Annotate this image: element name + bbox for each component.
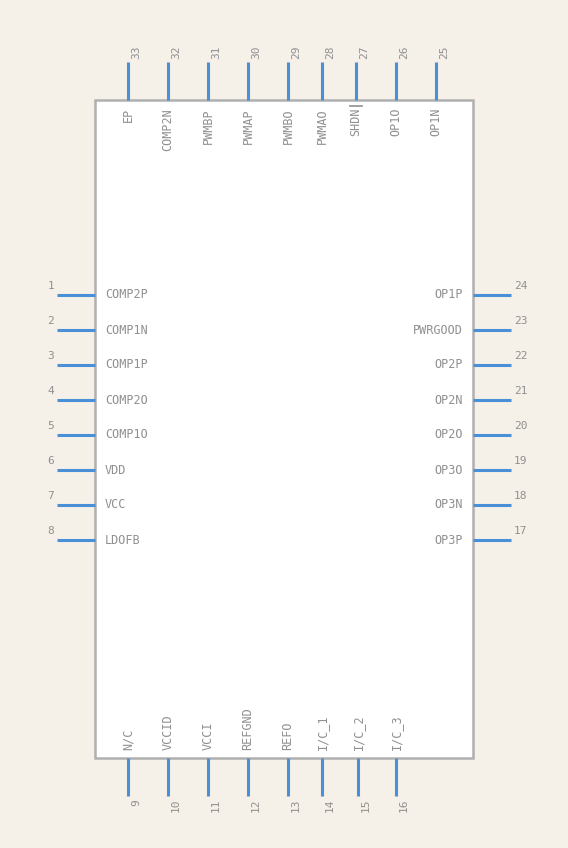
Text: EP: EP: [122, 108, 135, 122]
Text: 18: 18: [514, 491, 528, 501]
Text: 30: 30: [251, 46, 261, 59]
Text: LDOFB: LDOFB: [105, 533, 141, 546]
Text: OP1N: OP1N: [429, 108, 442, 137]
Bar: [95, 100, 473, 758]
Text: VDD: VDD: [105, 464, 126, 477]
Text: OP3O: OP3O: [435, 464, 463, 477]
Text: PWRGOOD: PWRGOOD: [413, 323, 463, 337]
Text: OP2O: OP2O: [435, 428, 463, 442]
Text: 29: 29: [291, 46, 301, 59]
Text: 27: 27: [359, 46, 369, 59]
Text: 3: 3: [47, 351, 54, 361]
Text: 15: 15: [361, 799, 371, 812]
Text: 17: 17: [514, 526, 528, 536]
Text: 25: 25: [439, 46, 449, 59]
Text: N/C: N/C: [122, 728, 135, 750]
Text: 13: 13: [291, 799, 301, 812]
Text: 6: 6: [47, 456, 54, 466]
Text: SHDN: SHDN: [349, 108, 362, 137]
Text: 28: 28: [325, 46, 335, 59]
Text: REFGND: REFGND: [241, 707, 254, 750]
Text: REFO: REFO: [282, 722, 294, 750]
Text: OP2N: OP2N: [435, 393, 463, 406]
Text: 5: 5: [47, 421, 54, 431]
Text: COMP2O: COMP2O: [105, 393, 148, 406]
Text: 8: 8: [47, 526, 54, 536]
Text: COMP2P: COMP2P: [105, 288, 148, 302]
Text: OP2P: OP2P: [435, 359, 463, 371]
Text: 10: 10: [171, 799, 181, 812]
Text: 9: 9: [131, 799, 141, 806]
Text: I/C_1: I/C_1: [315, 714, 328, 750]
Text: 1: 1: [47, 281, 54, 291]
Text: 7: 7: [47, 491, 54, 501]
Text: PWMAP: PWMAP: [241, 108, 254, 143]
Text: 20: 20: [514, 421, 528, 431]
Text: 4: 4: [47, 386, 54, 396]
Text: PWMBP: PWMBP: [202, 108, 215, 143]
Text: COMP1O: COMP1O: [105, 428, 148, 442]
Text: OP3P: OP3P: [435, 533, 463, 546]
Text: COMP1N: COMP1N: [105, 323, 148, 337]
Text: VCCI: VCCI: [202, 722, 215, 750]
Text: 22: 22: [514, 351, 528, 361]
Text: VCC: VCC: [105, 499, 126, 511]
Text: 31: 31: [211, 46, 221, 59]
Text: 16: 16: [399, 799, 409, 812]
Text: 12: 12: [251, 799, 261, 812]
Text: VCCID: VCCID: [161, 714, 174, 750]
Text: OP3N: OP3N: [435, 499, 463, 511]
Text: OP1O: OP1O: [390, 108, 403, 137]
Text: 14: 14: [325, 799, 335, 812]
Text: OP1P: OP1P: [435, 288, 463, 302]
Text: 11: 11: [211, 799, 221, 812]
Text: 26: 26: [399, 46, 409, 59]
Text: 2: 2: [47, 316, 54, 326]
Text: COMP1P: COMP1P: [105, 359, 148, 371]
Text: COMP2N: COMP2N: [161, 108, 174, 151]
Text: 19: 19: [514, 456, 528, 466]
Text: 32: 32: [171, 46, 181, 59]
Text: PWMAO: PWMAO: [315, 108, 328, 143]
Text: I/C_3: I/C_3: [390, 714, 403, 750]
Text: 23: 23: [514, 316, 528, 326]
Text: 33: 33: [131, 46, 141, 59]
Text: 24: 24: [514, 281, 528, 291]
Text: I/C_2: I/C_2: [352, 714, 365, 750]
Text: 21: 21: [514, 386, 528, 396]
Text: PWMBO: PWMBO: [282, 108, 294, 143]
